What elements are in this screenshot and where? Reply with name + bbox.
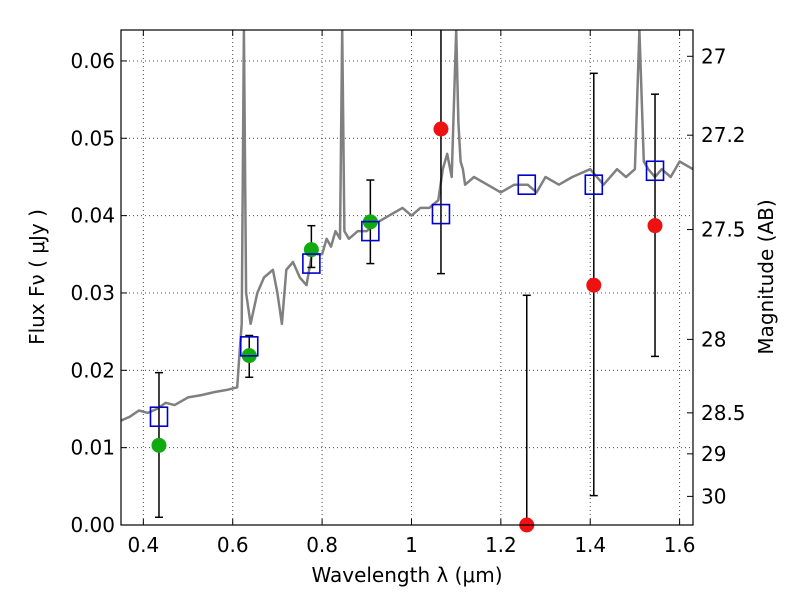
magnitude-tick-label: 27.5 bbox=[701, 218, 746, 242]
error-bars bbox=[154, 30, 660, 526]
model-box bbox=[584, 174, 604, 195]
non-detection-point bbox=[433, 121, 449, 137]
y-tick-label: 0.01 bbox=[70, 436, 115, 460]
magnitude-axis: 27 27.2 27.5 28 28.5 29 30 bbox=[687, 44, 746, 508]
y-axis: 0.00 0.01 0.02 0.03 0.04 0.05 0.06 bbox=[70, 49, 127, 537]
y-axis-label: Flux Fν ( μJy ) bbox=[25, 209, 49, 345]
model-box bbox=[302, 253, 321, 274]
model-box bbox=[645, 160, 665, 182]
spectrum bbox=[121, 30, 693, 422]
plot-frame bbox=[120, 29, 694, 526]
y-tick-label: 0.06 bbox=[70, 49, 115, 73]
model-box bbox=[431, 203, 451, 225]
x-tick-label: 0.8 bbox=[306, 533, 338, 557]
x-tick-label: 1.2 bbox=[485, 533, 517, 557]
magnitude-tick-label: 28.5 bbox=[701, 401, 746, 425]
x-tick-label: 1.4 bbox=[574, 533, 606, 557]
x-tick-label: 0.6 bbox=[217, 533, 249, 557]
detection-point bbox=[151, 437, 167, 453]
x-tick-label: 1.6 bbox=[664, 533, 696, 557]
y-tick-label: 0.00 bbox=[70, 513, 115, 537]
magnitude-axis-label: Magnitude (AB) bbox=[754, 199, 778, 354]
y-tick-label: 0.05 bbox=[70, 126, 115, 150]
y-tick-label: 0.02 bbox=[70, 358, 115, 382]
x-axis: 0.4 0.6 0.8 1 1.2 1.4 1.6 bbox=[127, 30, 696, 557]
grid bbox=[121, 30, 693, 526]
model-box bbox=[517, 174, 537, 195]
magnitude-tick-label: 28 bbox=[701, 327, 726, 351]
magnitude-tick-label: 27 bbox=[701, 44, 726, 68]
x-tick-label: 1 bbox=[405, 533, 418, 557]
model-box bbox=[361, 220, 380, 242]
non-detection-point bbox=[647, 218, 663, 234]
non-detection-point bbox=[586, 277, 602, 293]
model-box bbox=[149, 406, 169, 428]
magnitude-tick-label: 27.2 bbox=[701, 123, 746, 147]
model-box bbox=[239, 336, 259, 357]
x-tick-label: 0.4 bbox=[127, 533, 159, 557]
y-tick-label: 0.03 bbox=[70, 281, 115, 305]
magnitude-tick-label: 30 bbox=[701, 484, 726, 508]
x-axis-label: Wavelength λ (μm) bbox=[311, 563, 502, 587]
detection-point bbox=[303, 242, 319, 258]
y-tick-label: 0.04 bbox=[70, 204, 115, 228]
spectrum-line bbox=[121, 30, 693, 422]
model-points bbox=[149, 160, 665, 428]
magnitude-tick-label: 29 bbox=[701, 442, 726, 466]
